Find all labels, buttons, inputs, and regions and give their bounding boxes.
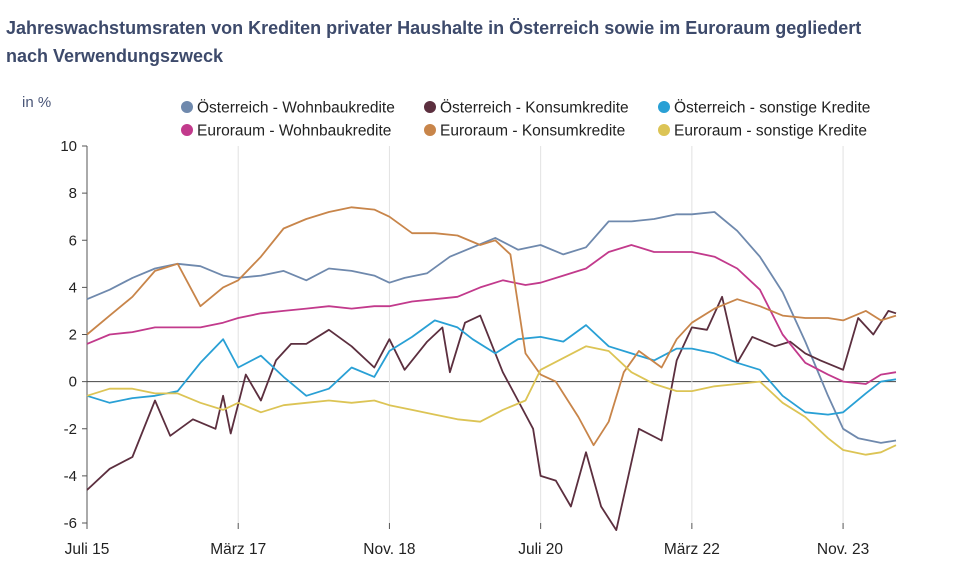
legend-marker xyxy=(181,101,193,113)
legend-marker xyxy=(424,101,436,113)
y-axis-ticks: 10 8 6 4 2 0 -2 -4 -6 xyxy=(60,138,87,532)
legend-marker xyxy=(181,124,193,136)
x-tick-label: Juli 15 xyxy=(65,541,110,558)
legend-label: Euroraum - Wohnbaukredite xyxy=(197,123,391,140)
series-line-2 xyxy=(86,295,897,531)
x-tick-label: Juli 20 xyxy=(518,541,563,558)
y-tick-label: 0 xyxy=(69,374,77,391)
chart-title: Jahreswachstumsraten von Krediten privat… xyxy=(6,18,862,66)
series-line-5 xyxy=(86,206,897,447)
legend-marker xyxy=(658,124,670,136)
legend-label: Euroraum - sonstige Kredite xyxy=(674,123,867,140)
x-tick-label: März 22 xyxy=(664,541,720,558)
y-tick-label: 6 xyxy=(69,232,77,249)
legend-item[interactable]: Euroraum - Wohnbaukredite xyxy=(181,123,391,140)
legend-item[interactable]: Euroraum - Konsumkredite xyxy=(424,123,625,140)
y-tick-label: -6 xyxy=(64,515,77,532)
y-tick-label: 4 xyxy=(69,279,77,296)
legend-label: Euroraum - Konsumkredite xyxy=(440,123,625,140)
y-tick-label: -4 xyxy=(64,468,77,485)
x-tick-label: März 17 xyxy=(210,541,266,558)
x-tick-label: Nov. 18 xyxy=(363,541,415,558)
series-line-4 xyxy=(86,244,897,385)
legend-label: Österreich - sonstige Kredite xyxy=(674,99,870,117)
y-tick-label: 10 xyxy=(60,138,77,155)
grid-lines xyxy=(86,146,896,527)
x-axis-ticks: Juli 15 März 17 Nov. 18 Juli 20 März 22 Nov. … xyxy=(65,523,869,558)
legend-item[interactable]: Euroraum - sonstige Kredite xyxy=(658,123,867,140)
legend-marker xyxy=(658,101,670,113)
legend: Österreich - Wohnbaukredite Österreich - … xyxy=(181,99,870,140)
y-tick-label: 2 xyxy=(69,327,77,344)
legend-label: Österreich - Wohnbaukredite xyxy=(197,99,395,117)
legend-item[interactable]: Österreich - Wohnbaukredite xyxy=(181,99,395,117)
series-line-1 xyxy=(86,211,897,444)
y-tick-label: -2 xyxy=(64,421,77,438)
legend-item[interactable]: Österreich - sonstige Kredite xyxy=(658,99,870,117)
series-line-6 xyxy=(86,345,897,456)
legend-marker xyxy=(424,124,436,136)
series-line-3 xyxy=(86,319,897,416)
legend-item[interactable]: Österreich - Konsumkredite xyxy=(424,99,629,117)
y-axis-unit-label: in % xyxy=(22,94,52,111)
series-lines xyxy=(86,206,897,531)
x-tick-label: Nov. 23 xyxy=(817,541,869,558)
legend-label: Österreich - Konsumkredite xyxy=(440,99,629,117)
y-tick-label: 8 xyxy=(69,185,77,202)
